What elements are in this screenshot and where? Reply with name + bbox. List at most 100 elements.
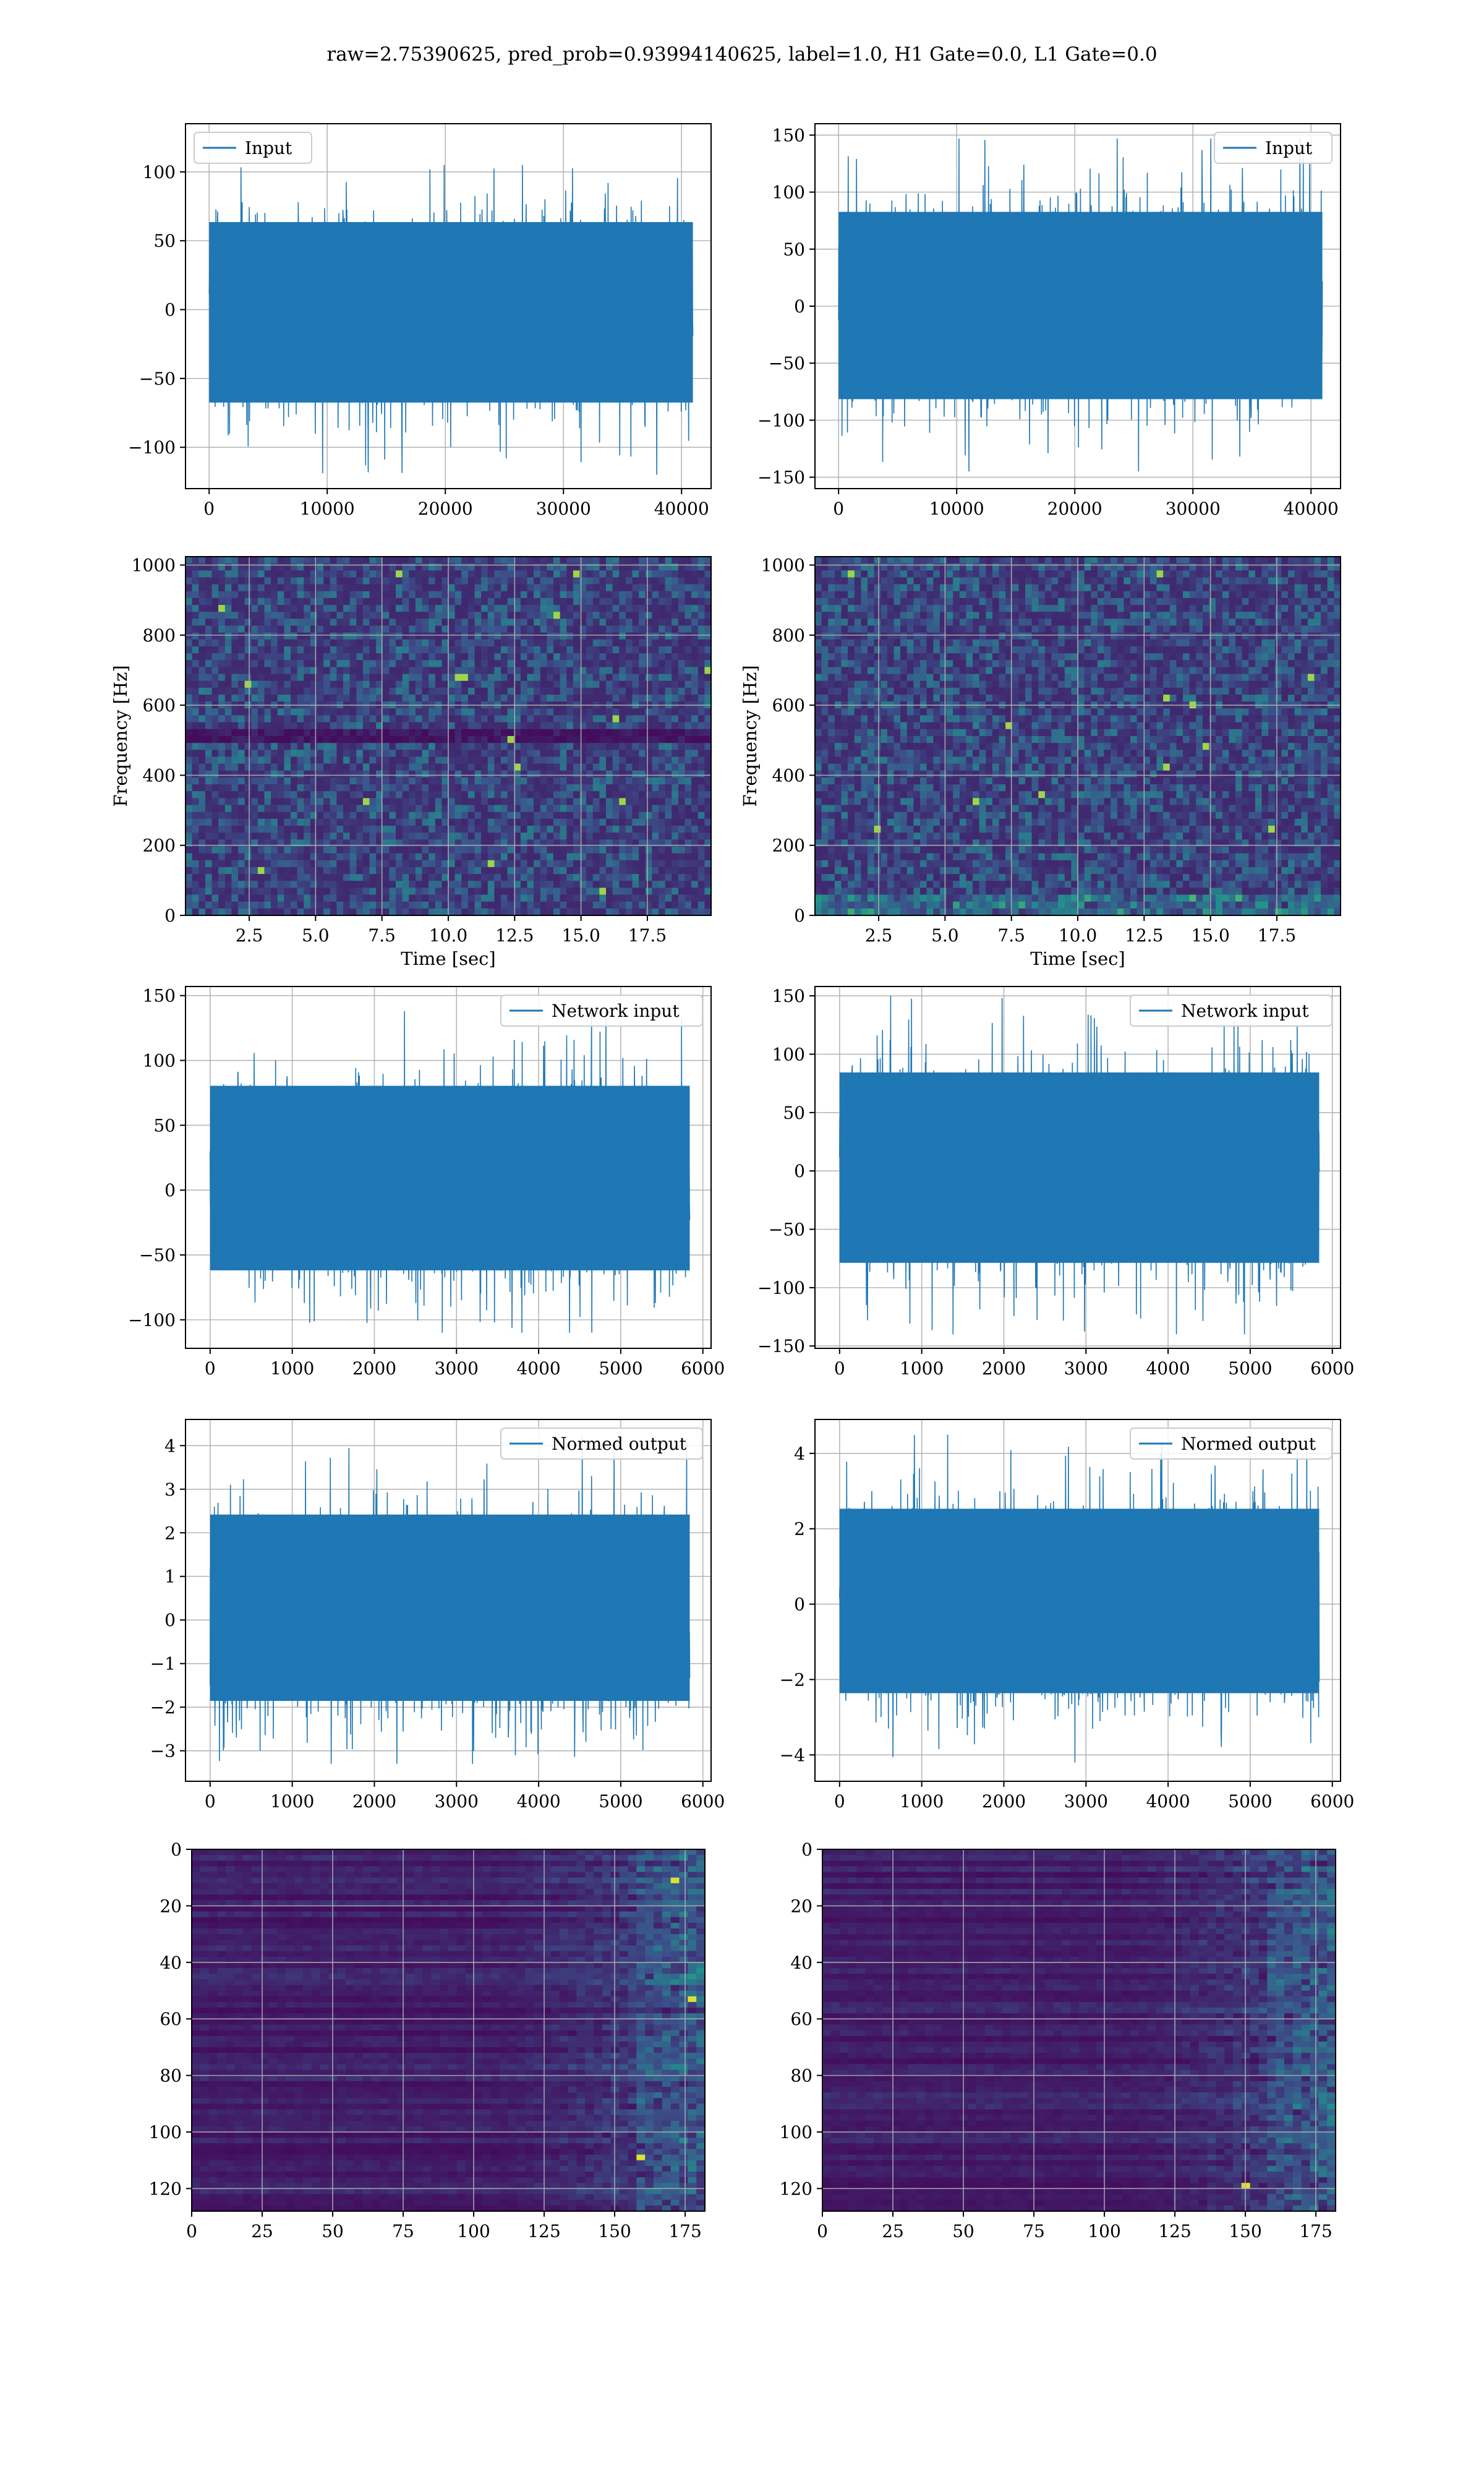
- spectrogram-left-cell: [284, 798, 291, 806]
- spectrogram-left-cell: [481, 874, 488, 881]
- spectrogram-left-cell: [224, 597, 232, 606]
- spectrogram-left-cell: [429, 687, 436, 695]
- spectrogram-left-cell: [349, 798, 357, 806]
- spectrogram-left-cell: [606, 756, 613, 764]
- spectrogram-right-cell: [815, 584, 822, 592]
- spectrogram-right-cell: [1294, 563, 1302, 571]
- spectrogram-left-cell: [369, 660, 377, 668]
- spectrogram-left-cell: [586, 708, 594, 716]
- spectrogram-right-cell: [906, 584, 914, 592]
- spectrogram-left-cell: [514, 639, 521, 647]
- spectrogram-left-cell: [297, 722, 304, 730]
- spectrogram-left-cell: [441, 901, 449, 909]
- spectrogram-left-cell: [277, 791, 284, 798]
- spectrogram-left-cell: [362, 584, 370, 592]
- spectrogram-left-cell: [566, 833, 574, 840]
- spectrogram-left-cell: [534, 839, 541, 847]
- spectrogram-left-cell: [369, 708, 377, 716]
- spectrogram-left-cell: [310, 901, 318, 909]
- spectrogram-left-cell: [652, 584, 659, 592]
- spectrogram-left-cell: [474, 584, 482, 592]
- spectrogram-left-cell: [369, 736, 377, 743]
- spectrogram-left-cell: [409, 577, 416, 585]
- spectrogram-left-cell: [304, 639, 311, 647]
- spectrogram-right-cell: [1097, 577, 1105, 585]
- spectrogram-left-cell: [606, 888, 613, 896]
- spectrogram-left-cell: [704, 770, 712, 778]
- spectrogram-right-cell: [868, 577, 875, 585]
- spectrogram-right-cell: [1169, 584, 1177, 592]
- spectrogram-left-cell: [639, 570, 646, 578]
- spectrogram-right-cell: [1274, 597, 1282, 606]
- spectrogram-left-cell: [501, 853, 508, 861]
- spectrogram-left-cell: [389, 888, 396, 896]
- spectrogram-left-cell: [238, 811, 245, 820]
- spectrogram-left-cell: [422, 894, 429, 902]
- spectrogram-left-cell: [389, 839, 396, 847]
- spectrogram-right-cell: [1031, 612, 1039, 619]
- spectrogram-left-cell: [264, 881, 271, 888]
- spectrogram-left-cell: [672, 667, 679, 675]
- spectrogram-left-cell: [704, 839, 712, 847]
- spectrogram-left-cell: [238, 894, 245, 902]
- spectrogram-left-cell: [251, 653, 258, 661]
- spectrogram-left-cell: [645, 818, 652, 826]
- spectrogram-left-cell: [435, 729, 442, 737]
- spectrogram-right-cell: [1038, 612, 1046, 619]
- spectrogram-right-cell: [1261, 591, 1269, 599]
- spectrogram-left-cell: [454, 818, 462, 826]
- spectrogram-left-cell: [330, 667, 337, 675]
- spectrogram-left-cell: [317, 805, 324, 813]
- spectrogram-right-cell: [1018, 612, 1026, 619]
- spectrogram-left-cell: [507, 784, 514, 792]
- spectrogram-left-cell: [678, 715, 686, 723]
- spectrogram-right-cell: [1111, 570, 1118, 578]
- spectrogram-left-cell: [224, 867, 232, 875]
- spectrogram-left-cell: [264, 784, 271, 792]
- spectrogram-left-cell: [369, 680, 377, 688]
- spectrogram-left-cell: [678, 708, 686, 716]
- spectrogram-left-cell: [376, 625, 383, 633]
- spectrogram-left-cell: [494, 743, 501, 750]
- spectrogram-left-cell: [304, 722, 311, 730]
- spectrogram-left-cell: [553, 625, 561, 633]
- spectrogram-left-cell: [501, 908, 508, 916]
- spectrogram-right-cell: [1064, 591, 1072, 599]
- spectrogram-right-cell: [1130, 570, 1138, 578]
- spectrogram-left-cell: [435, 674, 442, 682]
- spectrogram-left-cell: [415, 618, 423, 627]
- spectrogram-left-cell: [396, 736, 403, 743]
- spectrogram-left-cell: [579, 763, 587, 771]
- spectrogram-left-cell: [461, 750, 469, 758]
- spectrogram-left-cell: [573, 687, 581, 695]
- spectrogram-left-cell: [211, 908, 219, 916]
- spectrogram-left-cell: [382, 722, 390, 730]
- spectrogram-right-cell: [906, 570, 914, 578]
- spectrogram-right-cell: [926, 570, 934, 578]
- spectrogram-left-cell: [586, 784, 594, 792]
- spectrogram-left-cell: [520, 881, 528, 888]
- spectrogram-left-cell: [684, 881, 692, 888]
- spectrogram-left-cell: [349, 777, 357, 785]
- spectrogram-left-cell: [461, 853, 469, 861]
- spectrogram-left-cell: [592, 881, 600, 888]
- spectrogram-left-cell: [665, 811, 672, 820]
- spectrogram-left-cell: [277, 639, 284, 647]
- spectrogram-left-cell: [323, 618, 331, 627]
- spectrogram-left-cell: [409, 763, 416, 771]
- spectrogram-left-cell: [257, 763, 265, 771]
- spectrogram-left-cell: [376, 777, 383, 785]
- spectrogram-left-cell: [330, 874, 337, 881]
- spectrogram-right-cell: [1136, 591, 1144, 599]
- spectrogram-left-cell: [435, 722, 442, 730]
- spectrogram-right-cell: [1261, 570, 1269, 578]
- spectrogram-left-cell: [573, 784, 581, 792]
- spectrogram-left-cell: [291, 770, 298, 778]
- spectrogram-left-cell: [487, 763, 495, 771]
- spectrogram-left-cell: [481, 708, 488, 716]
- spectrogram-left-cell: [422, 625, 429, 633]
- spectrogram-right-cell: [1044, 612, 1052, 619]
- spectrogram-left-cell: [599, 846, 607, 854]
- spectrogram-left-cell: [566, 674, 574, 682]
- spectrogram-left-cell: [520, 908, 528, 916]
